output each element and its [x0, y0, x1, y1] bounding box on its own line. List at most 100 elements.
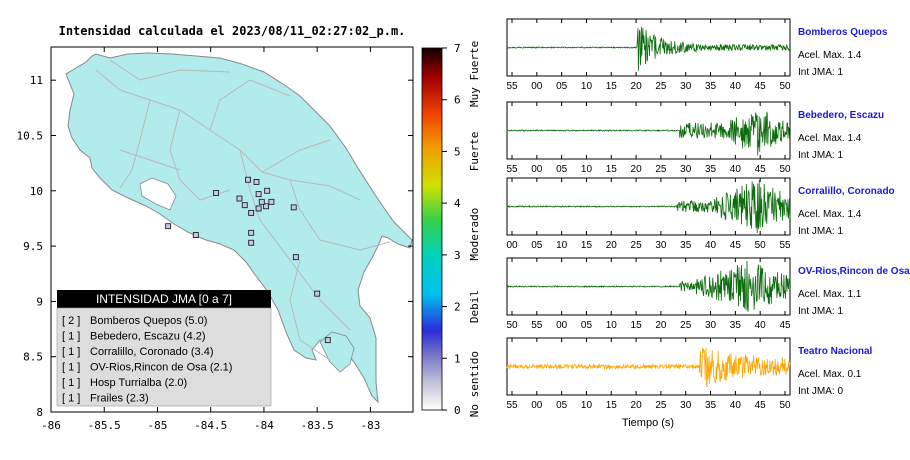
waveform-tick-label: 20: [655, 320, 667, 331]
station-intensity: Int JMA: 0: [798, 386, 843, 397]
waveform-tick-label: 35: [730, 320, 742, 331]
colorbar-label: Debil: [468, 290, 481, 323]
station-marker: [314, 290, 321, 297]
road: [289, 179, 391, 251]
station-marker: [248, 239, 255, 246]
waveform-tick-label: 50: [779, 400, 791, 411]
road: [119, 149, 181, 171]
colorbar-label: Moderado: [468, 208, 481, 261]
map-x-tick-label: -85: [148, 419, 168, 432]
colorbar-label: Muy Fuerte: [468, 41, 481, 107]
colorbar-label: Fuerte: [468, 132, 481, 172]
station-name: Bomberos Quepos: [798, 27, 888, 38]
waveform-tick-label: 50: [755, 240, 767, 251]
road: [109, 59, 231, 81]
station-intensity: Int JMA: 1: [798, 226, 843, 237]
map-y-axis: 11 10.5 10 9.5 9 8.5 8: [17, 74, 413, 419]
station-marker: [245, 176, 251, 183]
colorbar-tick-label: 4: [454, 197, 461, 210]
station-accel: Acel. Max. 1.4: [798, 50, 862, 61]
waveform-tick-label: 25: [631, 240, 643, 251]
waveform-tick-label: 15: [606, 164, 618, 175]
colorbar-tick-label: 7: [454, 42, 461, 55]
waveform-tick-label: 05: [556, 164, 568, 175]
waveform-tick-label: 05: [581, 320, 593, 331]
map-x-tick-label: -84.5: [194, 419, 227, 432]
colorbar-tick-label: 6: [454, 94, 461, 107]
waveform-tick-label: 50: [506, 320, 518, 331]
colorbar-tick-label: 2: [454, 301, 461, 314]
waveform-tick-label: 10: [606, 320, 618, 331]
colorbar-tick-label: 1: [454, 352, 461, 365]
legend-header: INTENSIDAD JMA [0 a 7]: [96, 292, 232, 306]
station-marker: [241, 202, 248, 209]
waveform-tick-label: 50: [779, 81, 791, 92]
figure-title: Intensidad calculada el 2023/08/11_02:27…: [59, 24, 406, 39]
station-name: Bebedero, Escazu: [798, 110, 884, 121]
waveform-tick-label: 20: [606, 240, 618, 251]
waveform-tick-label: 35: [705, 400, 717, 411]
waveform-tick-label: 55: [531, 320, 543, 331]
map-y-tick-label: 8: [36, 406, 43, 419]
station-marker: [255, 205, 262, 212]
waveform-tick-label: 10: [581, 164, 593, 175]
waveform-panel: 55 00 05 10 15 20 25 30 35 40 45 50 Bomberos Quepos A…: [506, 18, 888, 92]
station-marker: [263, 203, 270, 210]
road: [239, 149, 351, 331]
legend-item-name: Bebedero, Escazu (4.2): [90, 331, 206, 343]
waveform-tick-label: 30: [655, 240, 667, 251]
legend-item-count: [ 1 ]: [62, 377, 80, 389]
map-y-tick-label: 9.5: [23, 240, 43, 253]
station-marker: [236, 195, 243, 202]
map-y-tick-label: 10: [30, 185, 43, 198]
waveform-tick-label: 15: [606, 400, 618, 411]
waveform-panel: 50 55 00 05 10 15 20 25 30 35 40 45 OV-Rios,Rincon d…: [506, 257, 910, 331]
legend-item-name: Frailes (2.3): [90, 393, 149, 405]
nicoya-gulf: [139, 177, 177, 211]
station-name: OV-Rios,Rincon de Osa: [798, 266, 910, 277]
station-marker: [292, 254, 299, 261]
legend-item-name: Hosp Turrialba (2.0): [90, 377, 187, 389]
waveform-tick-label: 00: [556, 320, 568, 331]
waveform-xlabel: Tiempo (s): [622, 417, 674, 429]
map-x-tick-label: -86: [41, 419, 61, 432]
legend-item-count: [ 2 ]: [62, 315, 80, 327]
waveform-tick-label: 40: [755, 320, 767, 331]
legend-item-name: OV-Rios,Rincon de Osa (2.1): [90, 362, 232, 374]
colorbar-ticks: 0 1 2 3 4 5 6 7: [442, 42, 461, 417]
waveform-tick-label: 00: [531, 164, 543, 175]
colorbar-tick-label: 5: [454, 145, 461, 158]
station-marker: [192, 232, 199, 238]
waveform-tick-label: 00: [531, 81, 543, 92]
road: [209, 79, 291, 131]
waveform-tick-label: 35: [705, 81, 717, 92]
station-accel: Acel. Max. 1.4: [798, 133, 862, 144]
station-intensity: Int JMA: 1: [798, 150, 843, 161]
waveform-tick-label: 00: [531, 400, 543, 411]
station-marker: [248, 229, 255, 236]
map-x-tick-label: -85.5: [88, 419, 121, 432]
waveform-tick-label: 25: [655, 400, 667, 411]
colorbar-label: No sentido: [468, 351, 481, 417]
station-marker: [324, 337, 331, 344]
waveform-tick-label: 15: [606, 81, 618, 92]
waveform-tick-label: 25: [655, 81, 667, 92]
waveform-tick-label: 10: [581, 81, 593, 92]
waveform-tick-label: 40: [730, 400, 742, 411]
legend-items: [ 2 ] Bomberos Quepos (5.0) [ 1 ] Bebedero,…: [62, 315, 232, 405]
waveform-tick-label: 05: [556, 81, 568, 92]
waveform-trace: [506, 179, 791, 234]
station-marker: [253, 178, 260, 185]
legend-item-count: [ 1 ]: [62, 362, 80, 374]
waveform-tick-label: 30: [680, 164, 692, 175]
station-marker: [258, 198, 265, 205]
waveform-tick-label: 50: [779, 164, 791, 175]
map-x-tick-label: -83: [360, 419, 380, 432]
station-accel: Acel. Max. 1.1: [798, 289, 862, 300]
waveform-panel: 55 00 05 10 15 20 25 30 35 40 45 50 Bebedero, Escazu…: [506, 101, 884, 175]
road: [169, 109, 231, 201]
waveform-tick-label: 05: [531, 240, 543, 251]
waveform-trace: [506, 111, 791, 156]
station-name: Teatro Nacional: [798, 346, 872, 357]
legend-body: [56, 307, 272, 407]
